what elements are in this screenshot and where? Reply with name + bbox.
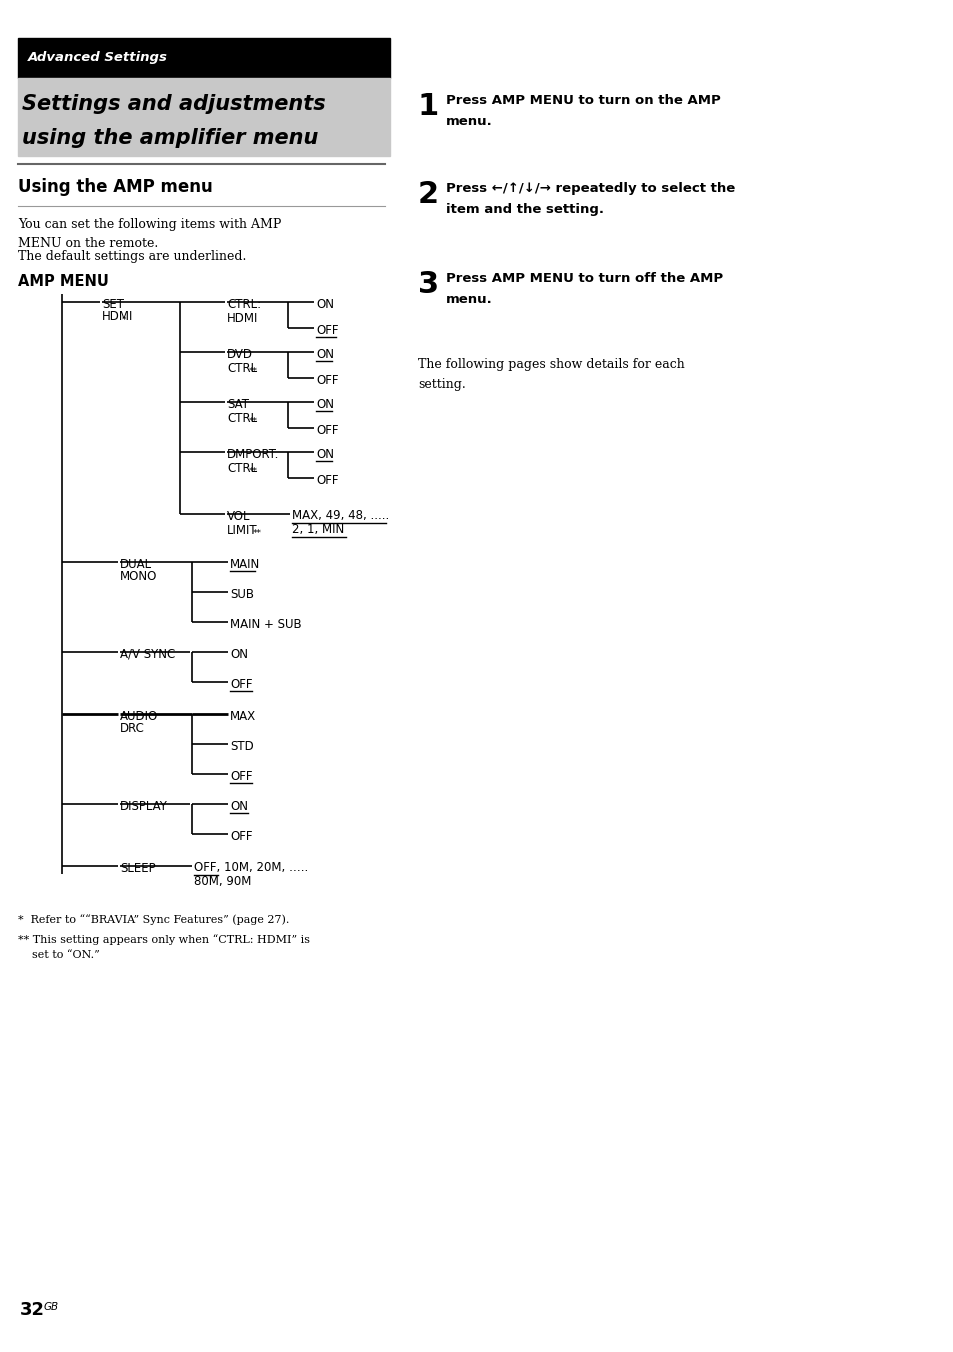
Text: ON: ON xyxy=(315,297,334,311)
Text: DRC: DRC xyxy=(120,722,145,735)
Text: SAT: SAT xyxy=(227,397,249,411)
Text: DUAL: DUAL xyxy=(120,557,152,571)
Text: ON: ON xyxy=(315,347,334,361)
Text: Press ←/↑/↓/→ repeatedly to select the
item and the setting.: Press ←/↑/↓/→ repeatedly to select the i… xyxy=(446,183,735,216)
Text: set to “ON.”: set to “ON.” xyxy=(18,950,100,960)
Text: CTRL: CTRL xyxy=(227,461,257,475)
Text: Press AMP MENU to turn on the AMP
menu.: Press AMP MENU to turn on the AMP menu. xyxy=(446,95,720,128)
Text: ON: ON xyxy=(230,648,248,661)
Text: HDMI: HDMI xyxy=(227,311,258,324)
Text: CTRL:: CTRL: xyxy=(227,297,261,311)
Text: **: ** xyxy=(249,366,257,376)
Text: CTRL: CTRL xyxy=(227,361,257,375)
Text: *: * xyxy=(122,316,127,324)
Bar xyxy=(18,78,390,155)
Text: The following pages show details for each
setting.: The following pages show details for eac… xyxy=(417,358,684,391)
Text: 3: 3 xyxy=(417,270,438,299)
Text: The default settings are underlined.: The default settings are underlined. xyxy=(18,250,246,264)
Text: ** This setting appears only when “CTRL: HDMI” is: ** This setting appears only when “CTRL:… xyxy=(18,934,310,945)
Text: ON: ON xyxy=(230,799,248,813)
Text: OFF: OFF xyxy=(315,373,338,387)
Text: ON: ON xyxy=(315,397,334,411)
Text: MAX: MAX xyxy=(230,710,255,722)
Text: OFF: OFF xyxy=(315,473,338,487)
Text: HDMI: HDMI xyxy=(102,311,133,323)
Text: MAX, 49, 48, .....: MAX, 49, 48, ..... xyxy=(292,510,389,522)
Text: DMPORT.: DMPORT. xyxy=(227,448,279,461)
Text: DVD: DVD xyxy=(227,347,253,361)
Text: Advanced Settings: Advanced Settings xyxy=(28,51,168,65)
Text: GB: GB xyxy=(44,1302,59,1311)
Text: OFF: OFF xyxy=(315,423,338,437)
Text: SET: SET xyxy=(102,297,124,311)
Text: MAIN + SUB: MAIN + SUB xyxy=(230,618,301,630)
Text: SLEEP: SLEEP xyxy=(120,861,155,875)
Text: MONO: MONO xyxy=(120,571,157,584)
Text: *  Refer to ““BRAVIA” Sync Features” (page 27).: * Refer to ““BRAVIA” Sync Features” (pag… xyxy=(18,914,289,925)
Text: 2, 1, MIN: 2, 1, MIN xyxy=(292,523,344,537)
Bar xyxy=(18,38,390,78)
Text: You can set the following items with AMP
MENU on the remote.: You can set the following items with AMP… xyxy=(18,218,281,250)
Text: Using the AMP menu: Using the AMP menu xyxy=(18,178,213,196)
Text: LIMIT: LIMIT xyxy=(227,523,257,537)
Text: 80M, 90M: 80M, 90M xyxy=(193,876,251,888)
Text: DISPLAY: DISPLAY xyxy=(120,799,168,813)
Text: OFF: OFF xyxy=(230,830,253,842)
Text: VOL: VOL xyxy=(227,510,251,522)
Text: STD: STD xyxy=(230,740,253,753)
Text: OFF: OFF xyxy=(230,769,253,783)
Text: OFF: OFF xyxy=(230,677,253,691)
Text: **: ** xyxy=(249,466,257,476)
Text: OFF, 10M, 20M, …..: OFF, 10M, 20M, ….. xyxy=(193,861,308,875)
Text: CTRL: CTRL xyxy=(227,411,257,425)
Text: ON: ON xyxy=(315,448,334,461)
Text: MAIN: MAIN xyxy=(230,557,260,571)
Text: 32: 32 xyxy=(20,1301,45,1320)
Text: **: ** xyxy=(249,416,257,426)
Text: 1: 1 xyxy=(417,92,438,120)
Text: 2: 2 xyxy=(417,180,438,210)
Text: **: ** xyxy=(253,529,262,538)
Text: Press AMP MENU to turn off the AMP
menu.: Press AMP MENU to turn off the AMP menu. xyxy=(446,272,722,306)
Text: AUDIO: AUDIO xyxy=(120,710,158,722)
Text: using the amplifier menu: using the amplifier menu xyxy=(22,128,318,147)
Text: A/V SYNC: A/V SYNC xyxy=(120,648,175,661)
Text: Settings and adjustments: Settings and adjustments xyxy=(22,95,325,114)
Text: SUB: SUB xyxy=(230,588,253,600)
Text: OFF: OFF xyxy=(315,323,338,337)
Text: AMP MENU: AMP MENU xyxy=(18,274,109,289)
